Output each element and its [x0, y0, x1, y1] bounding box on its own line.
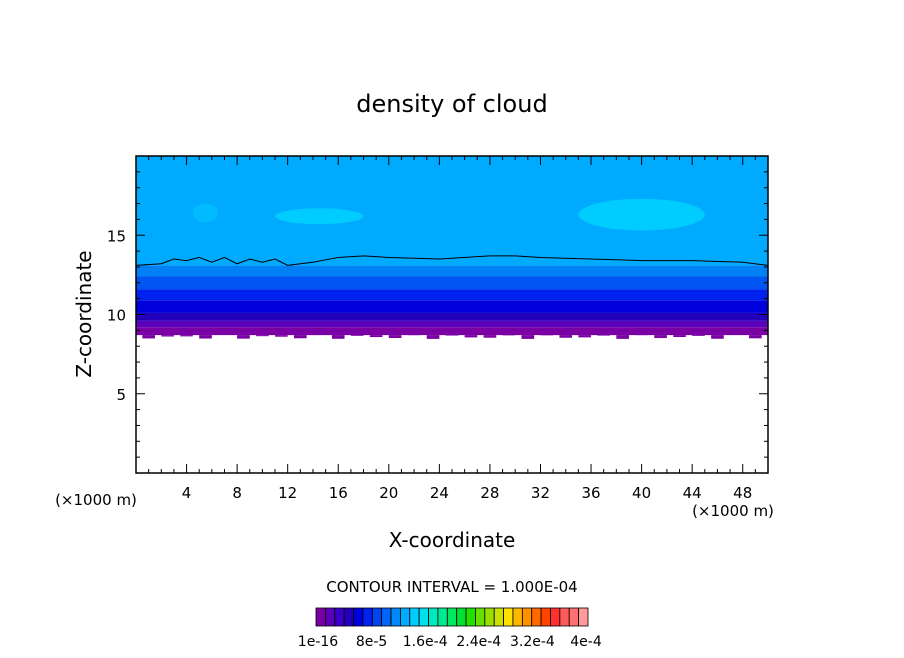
colorbar-swatch: [522, 608, 531, 626]
contour-band: [136, 276, 768, 289]
contour-band-edge: [142, 335, 155, 338]
colorbar-swatch: [494, 608, 503, 626]
contour-band-edge: [465, 335, 478, 337]
colorbar-swatch: [560, 608, 569, 626]
contour-band-edge: [389, 335, 402, 338]
colorbar-swatch: [504, 608, 513, 626]
contour-band: [136, 313, 768, 321]
colorbar-swatch: [325, 608, 334, 626]
contour-patch: [275, 208, 363, 224]
contour-band-edge: [294, 335, 307, 338]
colorbar-label: 3.2e-4: [510, 634, 555, 650]
colorbar-swatch: [354, 608, 363, 626]
x-unit-left-label: (×1000 m): [55, 491, 137, 509]
contour-band-edge: [256, 335, 269, 336]
colorbar-swatch: [550, 608, 559, 626]
contour-band-edge: [370, 335, 383, 337]
colorbar-swatch: [569, 608, 578, 626]
contour-patch: [193, 204, 218, 223]
x-tick-label: 32: [531, 484, 550, 502]
contour-band: [136, 327, 768, 335]
contour-band-edge: [237, 335, 250, 339]
contour-band: [136, 289, 768, 300]
contour-band-edge: [597, 335, 610, 336]
colorbar-label: 4e-4: [570, 634, 602, 650]
colorbar-label: 1.6e-4: [403, 634, 448, 650]
x-tick-label: 40: [632, 484, 651, 502]
colorbar-label: 1e-16: [298, 634, 338, 650]
contour-band-edge: [275, 335, 288, 337]
colorbar-swatch: [513, 608, 522, 626]
colorbar-swatch: [316, 608, 325, 626]
contour-band-edge: [446, 335, 459, 336]
colorbar-swatch: [475, 608, 484, 626]
colorbar-label: 8e-5: [356, 634, 387, 650]
x-tick-label: 48: [733, 484, 752, 502]
contour-patch: [578, 199, 704, 231]
contour-band-edge: [616, 335, 629, 339]
contour-band-edge: [711, 335, 724, 339]
colorbar-swatch: [419, 608, 428, 626]
colorbar-swatch: [447, 608, 456, 626]
contour-band-edge: [522, 335, 535, 339]
y-axis-label: Z-coordinate: [72, 250, 96, 377]
colorbar-swatch: [438, 608, 447, 626]
colorbar-swatch: [400, 608, 409, 626]
contour-band-edge: [351, 335, 364, 336]
colorbar-swatch: [457, 608, 466, 626]
colorbar-label: 2.4e-4: [456, 634, 501, 650]
colorbar-swatch: [391, 608, 400, 626]
colorbar-swatch: [532, 608, 541, 626]
contour-band-edge: [559, 335, 572, 338]
y-tick-label: 15: [107, 227, 126, 245]
colorbar-swatch: [466, 608, 475, 626]
x-tick-label: 20: [379, 484, 398, 502]
x-tick-label: 36: [581, 484, 600, 502]
contour-band-edge: [427, 335, 440, 339]
colorbar-swatch: [541, 608, 550, 626]
plot-area: [136, 156, 768, 339]
y-tick-label: 10: [107, 307, 126, 325]
contour-band-edge: [199, 335, 212, 338]
colorbar-swatch: [363, 608, 372, 626]
colorbar-swatch: [485, 608, 494, 626]
x-tick-label: 24: [430, 484, 449, 502]
colorbar-swatch: [372, 608, 381, 626]
y-tick-label: 5: [116, 386, 126, 404]
x-tick-label: 16: [329, 484, 348, 502]
colorbar-swatch: [335, 608, 344, 626]
x-unit-right-label: (×1000 m): [692, 502, 774, 520]
x-tick-label: 44: [683, 484, 702, 502]
colorbar-swatch: [382, 608, 391, 626]
contour-band-edge: [654, 335, 667, 338]
chart-title: density of cloud: [356, 90, 547, 118]
x-tick-label: 12: [278, 484, 297, 502]
contour-band-edge: [180, 335, 193, 336]
contour-band-edge: [578, 335, 591, 337]
x-axis-label: X-coordinate: [389, 528, 516, 552]
contour-band-edge: [749, 335, 762, 338]
contour-interval-label: CONTOUR INTERVAL = 1.000E-04: [326, 578, 577, 596]
contour-band: [136, 265, 768, 276]
contour-band-edge: [673, 335, 686, 337]
colorbar-swatch: [579, 608, 588, 626]
contour-band-edge: [161, 335, 174, 336]
contour-band-edge: [692, 335, 705, 336]
contour-band-edge: [484, 335, 497, 338]
x-tick-label: 8: [232, 484, 242, 502]
colorbar-swatch: [344, 608, 353, 626]
colorbar-swatch: [410, 608, 419, 626]
contour-band: [136, 300, 768, 313]
colorbar-swatch: [429, 608, 438, 626]
x-tick-label: 28: [480, 484, 499, 502]
contour-band-edge: [332, 335, 345, 339]
contour-band: [136, 321, 768, 327]
x-tick-label: 4: [182, 484, 192, 502]
colorbar-labels: 1e-16 8e-5 1.6e-4 2.4e-4 3.2e-4 4e-4: [298, 634, 602, 650]
colorbar: [316, 608, 588, 626]
